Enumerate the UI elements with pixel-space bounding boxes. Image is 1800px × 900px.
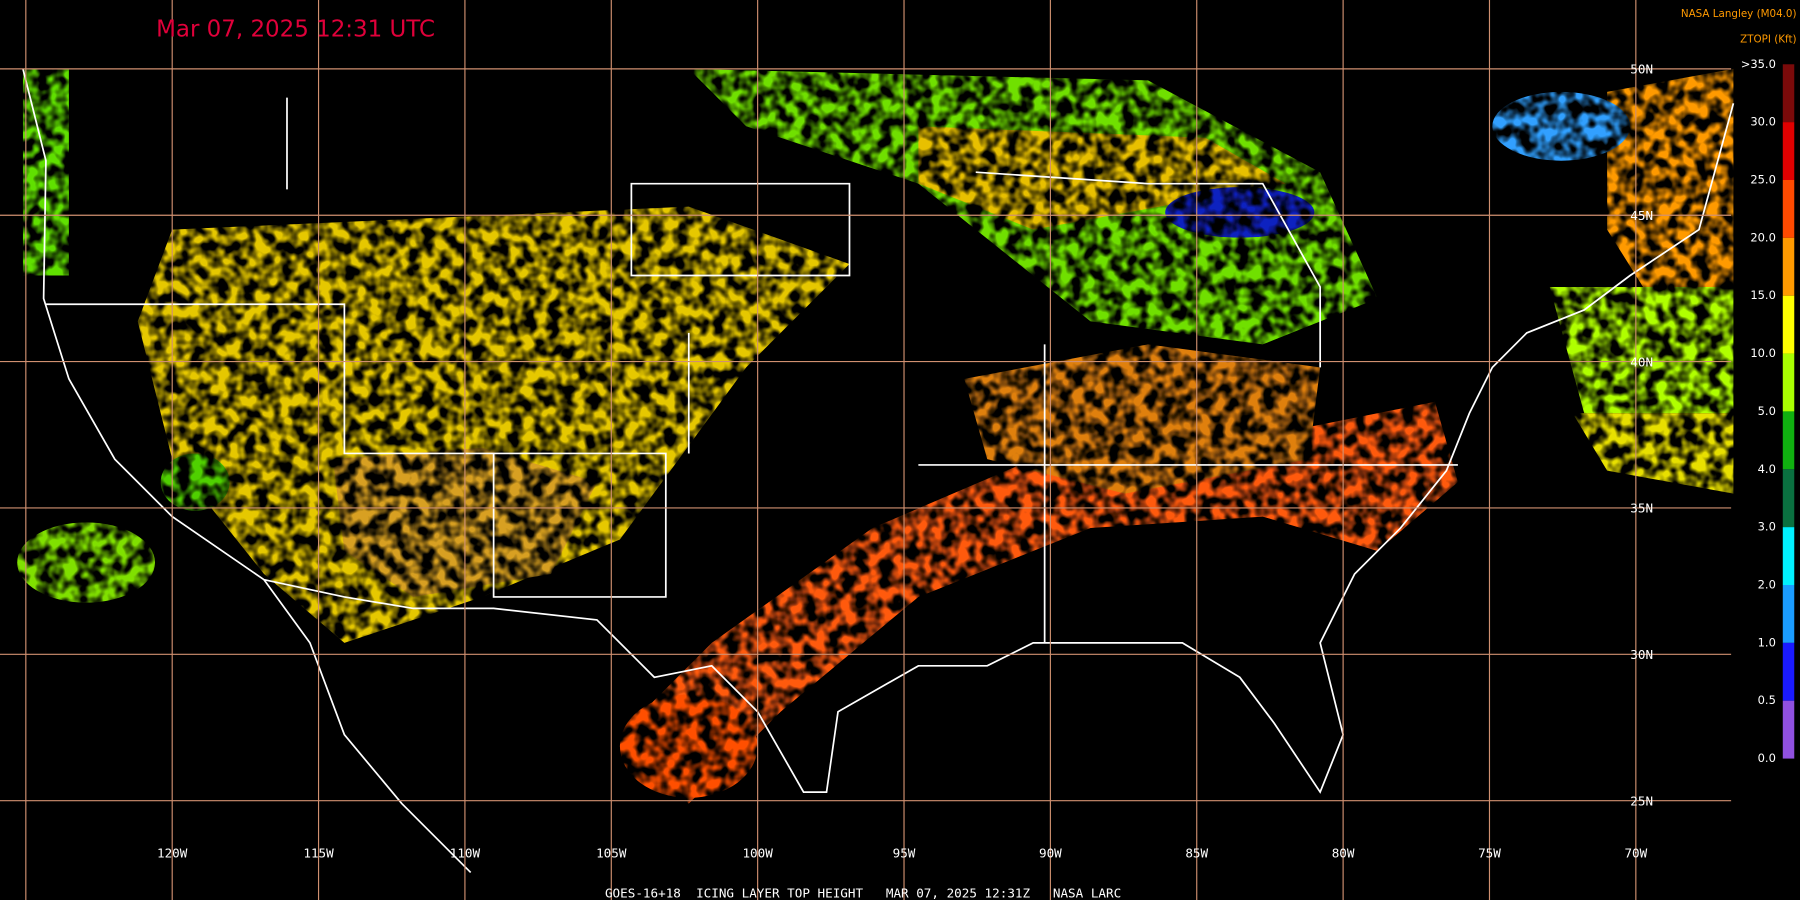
colorbar-label: 0.0 [1758, 751, 1776, 765]
lon-label: 90W [1039, 846, 1062, 861]
graticule: 120W 115W 110W 105W 100W 95W 90W 85W 80W 75W 70W 50… [0, 0, 1732, 900]
coastline [22, 68, 1735, 874]
colorbar-segment [1782, 180, 1795, 238]
colorbar-segment [1782, 642, 1795, 701]
lon-label: 100W [742, 846, 773, 861]
colorbar-label: 1.0 [1758, 635, 1776, 649]
colorbar-label: 15.0 [1750, 288, 1776, 302]
lon-label: 110W [450, 846, 481, 861]
colorbar-label: 30.0 [1750, 115, 1776, 129]
colorbar-segment [1782, 585, 1795, 643]
colorbar-label: 3.0 [1758, 520, 1776, 534]
lat-label: 45N [1630, 208, 1653, 223]
colorbar-segment [1782, 469, 1795, 528]
colorbar-segment [1782, 122, 1795, 180]
lat-label: 25N [1630, 793, 1653, 808]
footer: GOES-16+18 ICING LAYER TOP HEIGHT MAR 07… [605, 886, 1121, 900]
colorbar-label: 0.5 [1758, 693, 1776, 707]
colorbar-segment [1782, 353, 1795, 412]
product-label: ZTOPI (Kft) [1740, 33, 1796, 45]
colorbar-segment [1782, 527, 1795, 585]
colorbar-segment [1782, 700, 1795, 759]
lon-label: 120W [157, 846, 188, 861]
colorbar-label: 2.0 [1758, 578, 1776, 592]
colorbar-segment [1782, 237, 1795, 296]
lon-label: 70W [1624, 846, 1647, 861]
timestamp: Mar 07, 2025 12:31 UTC [156, 17, 435, 43]
colorbar-segment [1782, 295, 1795, 354]
lon-label: 95W [893, 846, 916, 861]
lat-label: 30N [1630, 647, 1653, 662]
lat-label: 50N [1630, 62, 1653, 77]
colorbar-label: >35.0 [1741, 57, 1776, 71]
lat-label: 40N [1630, 354, 1653, 369]
lon-label: 75W [1478, 846, 1501, 861]
lon-label: 80W [1332, 846, 1355, 861]
cloud-imagery [17, 68, 1734, 804]
colorbar-label: 20.0 [1750, 230, 1776, 244]
colorbar-label: 5.0 [1758, 404, 1776, 418]
colorbar-segment [1782, 64, 1795, 123]
lon-label: 85W [1185, 846, 1208, 861]
lon-label: 115W [303, 846, 334, 861]
colorbar-label: 4.0 [1758, 462, 1776, 476]
lon-label: 105W [596, 846, 627, 861]
lat-label: 35N [1630, 501, 1653, 516]
colorbar-segment [1782, 411, 1795, 470]
source-label: NASA Langley (M04.0) [1681, 8, 1797, 20]
colorbar-label: 10.0 [1750, 346, 1776, 360]
colorbar: >35.0 30.0 25.0 20.0 15.0 10.0 5.0 4.0 3.0 2.0 1.0… [1741, 57, 1795, 765]
colorbar-label: 25.0 [1750, 173, 1776, 187]
